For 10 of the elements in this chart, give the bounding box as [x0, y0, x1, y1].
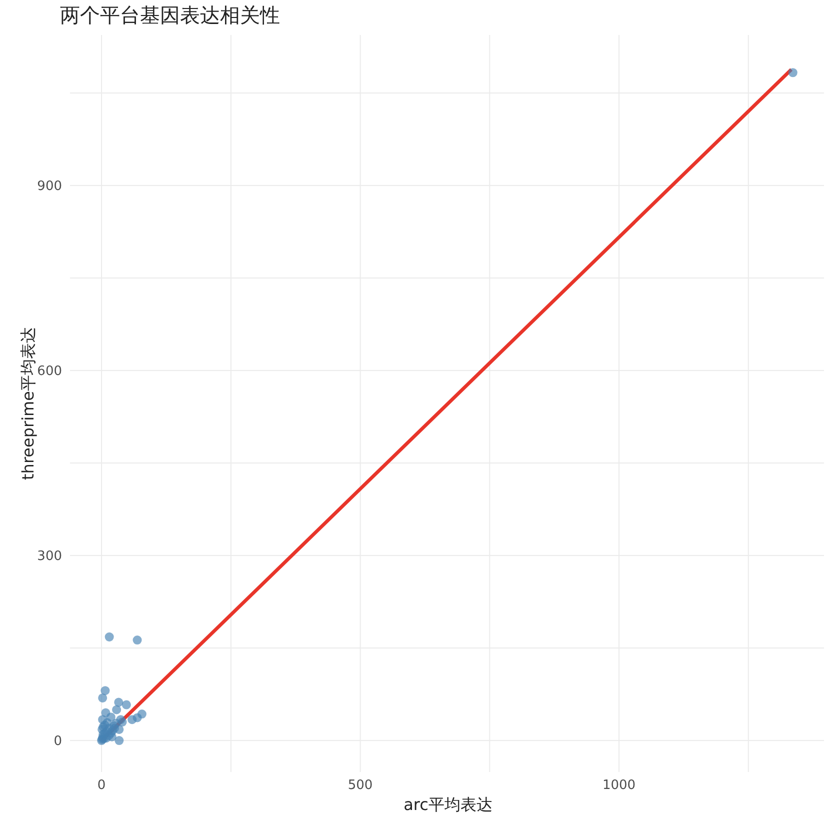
y-tick-label: 300	[37, 549, 62, 564]
y-tick-label: 0	[54, 734, 62, 750]
y-tick-label: 600	[37, 364, 62, 380]
x-tick-label: 1000	[602, 778, 636, 794]
x-tick-label: 0	[97, 778, 106, 794]
x-axis-title: arc平均表达	[404, 795, 492, 814]
y-axis-title: threeprime平均表达	[18, 327, 38, 480]
y-tick-label: 900	[37, 179, 62, 194]
x-tick-label: 500	[348, 778, 373, 794]
chart-title: 两个平台基因表达相关性	[60, 2, 280, 29]
